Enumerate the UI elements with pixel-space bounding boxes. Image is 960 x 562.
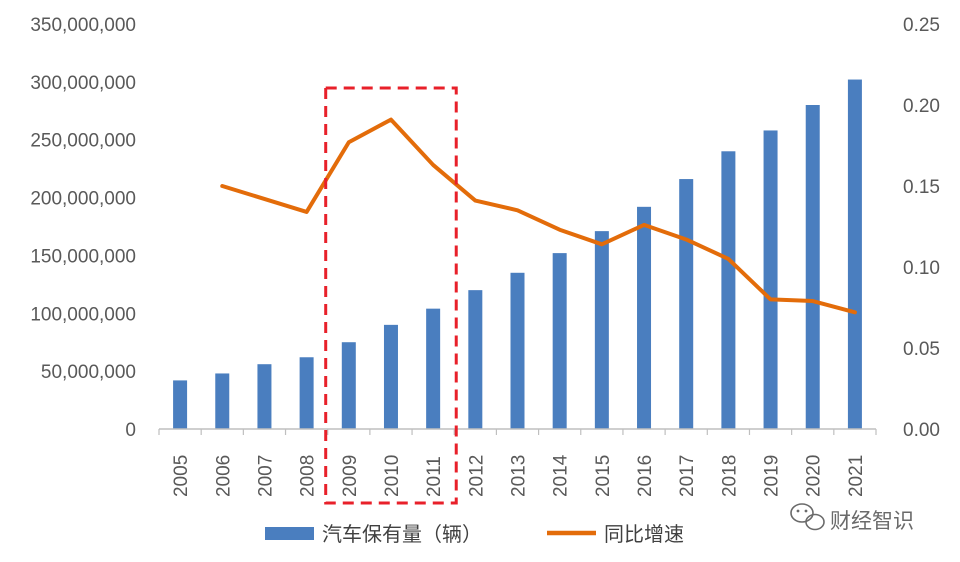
x-tick-label: 2018 — [719, 455, 740, 497]
x-tick-label: 2008 — [298, 455, 319, 497]
left-tick-label: 100,000,000 — [30, 304, 136, 325]
bar — [679, 179, 694, 429]
legend-bar-swatch — [265, 527, 314, 540]
left-tick-label: 350,000,000 — [30, 15, 136, 36]
x-tick-label: 2017 — [677, 455, 698, 497]
bar — [594, 231, 609, 429]
left-tick-label: 200,000,000 — [30, 189, 136, 210]
x-tick-label: 2019 — [762, 455, 783, 497]
right-tick-label: 0.20 — [903, 96, 940, 117]
legend-bar-label: 汽车保有量（辆） — [322, 522, 482, 546]
bar — [510, 272, 525, 429]
wechat-icon — [790, 503, 825, 531]
x-tick-label: 2005 — [171, 455, 192, 497]
growth-line — [220, 117, 857, 315]
bar — [299, 357, 314, 429]
watermark: 财经智识 — [790, 503, 914, 533]
x-tick-label: 2021 — [846, 455, 867, 497]
bar — [341, 342, 356, 429]
right-tick-label: 0.15 — [903, 177, 940, 198]
bar — [383, 324, 398, 429]
x-tick-label: 2013 — [509, 455, 530, 497]
legend-line-label: 同比增速 — [604, 522, 684, 546]
watermark-text: 财经智识 — [830, 509, 914, 533]
bar — [763, 130, 778, 429]
x-tick-label: 2014 — [551, 454, 572, 497]
left-tick-label: 250,000,000 — [30, 131, 136, 152]
bar — [426, 308, 441, 429]
right-axis-ticks: 0.00 0.05 0.10 0.15 0.20 0.25 — [903, 15, 940, 441]
left-axis-ticks: 0 50,000,000 100,000,000 150,000,000 200,000… — [30, 15, 136, 441]
right-tick-label: 0.05 — [903, 339, 940, 360]
x-tick-label: 2016 — [635, 455, 656, 497]
x-tick-label: 2007 — [255, 455, 276, 497]
left-tick-label: 50,000,000 — [41, 362, 136, 383]
left-tick-label: 150,000,000 — [30, 246, 136, 267]
x-tick-label: 2010 — [382, 455, 403, 497]
line-series — [220, 117, 857, 315]
legend: 汽车保有量（辆） 同比增速 — [265, 522, 684, 546]
x-axis-ticks: 2005 2006 2007 2008 2009 2010 2011 2012 2013 2014… — [158, 429, 877, 497]
right-tick-label: 0.00 — [903, 420, 940, 441]
bar — [173, 380, 188, 429]
bar — [257, 364, 272, 429]
right-tick-label: 0.25 — [903, 15, 940, 36]
bar-series — [173, 79, 862, 430]
right-tick-label: 0.10 — [903, 258, 940, 279]
left-tick-label: 300,000,000 — [30, 73, 136, 94]
highlight-box — [324, 86, 458, 505]
left-tick-label: 0 — [125, 420, 136, 441]
bar — [721, 151, 736, 430]
bar — [215, 373, 230, 429]
x-tick-label: 2020 — [804, 455, 825, 497]
x-tick-label: 2015 — [593, 455, 614, 497]
bar — [637, 206, 652, 429]
bar — [552, 253, 567, 429]
x-tick-label: 2009 — [340, 455, 361, 497]
x-tick-label: 2011 — [424, 456, 445, 497]
x-tick-label: 2012 — [466, 455, 487, 497]
bar — [847, 79, 862, 430]
bar — [805, 105, 820, 429]
bar — [468, 290, 483, 429]
x-tick-label: 2006 — [213, 455, 234, 497]
